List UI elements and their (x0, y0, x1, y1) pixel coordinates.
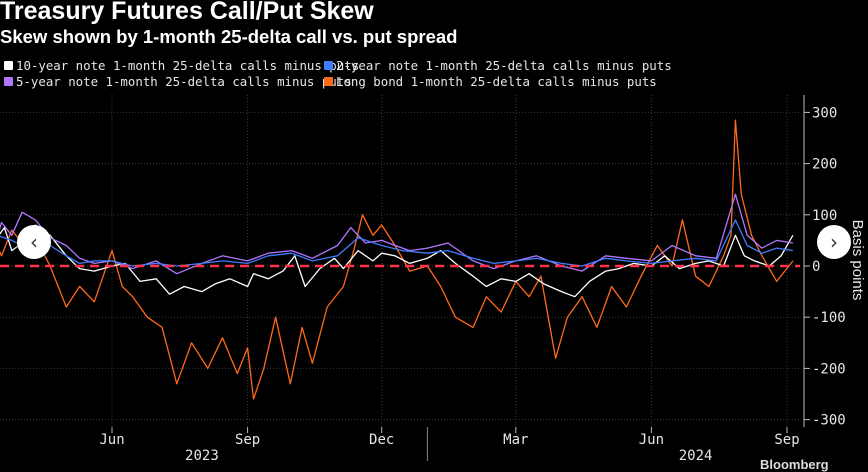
y-tick-label: -200 (812, 361, 846, 377)
axis-layer: 300 200 100 0 -100 -200 -300 Jun Sep Dec Mar Jun Sep… (99, 95, 866, 464)
series-line (0, 119, 794, 400)
series-layer (0, 119, 794, 400)
x-tick-label: Mar (503, 432, 528, 448)
x-tick-label: Jun (99, 432, 124, 448)
y-tick-label: 100 (812, 208, 837, 224)
legend-swatch-long-bond (324, 77, 333, 86)
y-axis-title: Basis points (849, 220, 866, 301)
source-label: Bloomberg (760, 457, 829, 472)
x-tick-label: Dec (369, 432, 394, 448)
series-line (0, 219, 793, 267)
y-tick-label: 200 (812, 157, 837, 173)
legend-label-10-year: 10-year note 1-month 25-delta calls minu… (16, 58, 360, 73)
legend-swatch-5-year (4, 77, 13, 86)
y-tick-label: -100 (812, 310, 846, 326)
x-tick-label: Jun (639, 432, 664, 448)
chart-subtitle: Skew shown by 1-month 25-delta call vs. … (0, 26, 458, 47)
legend-item-5-year: 5-year note 1-month 25-delta calls minus… (4, 74, 352, 89)
series-line (0, 224, 794, 298)
grid-layer (0, 95, 800, 427)
x-tick-label: Sep (774, 432, 799, 448)
legend-item-2-year: 2-year note 1-month 25-delta calls minus… (324, 58, 672, 73)
legend-item-long-bond: Long bond 1-month 25-delta calls minus p… (324, 74, 657, 89)
chart-title: Treasury Futures Call/Put Skew (0, 0, 374, 25)
y-tick-label: 0 (812, 259, 820, 275)
chevron-left-icon: ‹ (30, 230, 38, 254)
legend-swatch-2-year (324, 61, 333, 70)
legend-item-10-year: 10-year note 1-month 25-delta calls minu… (4, 58, 359, 73)
previous-chart-button[interactable]: ‹ (17, 225, 51, 259)
legend-label-2-year: 2-year note 1-month 25-delta calls minus… (336, 58, 672, 73)
legend-swatch-10-year (4, 61, 13, 70)
chevron-right-icon: › (830, 230, 838, 254)
next-chart-button[interactable]: › (817, 225, 851, 259)
y-tick-label: 300 (812, 105, 837, 121)
legend-label-long-bond: Long bond 1-month 25-delta calls minus p… (336, 74, 657, 89)
legend-label-5-year: 5-year note 1-month 25-delta calls minus… (16, 74, 352, 89)
y-tick-label: -300 (812, 413, 846, 429)
year-label: 2023 (185, 448, 219, 464)
series-line (0, 193, 794, 275)
year-label: 2024 (679, 448, 713, 464)
x-tick-label: Sep (235, 432, 260, 448)
